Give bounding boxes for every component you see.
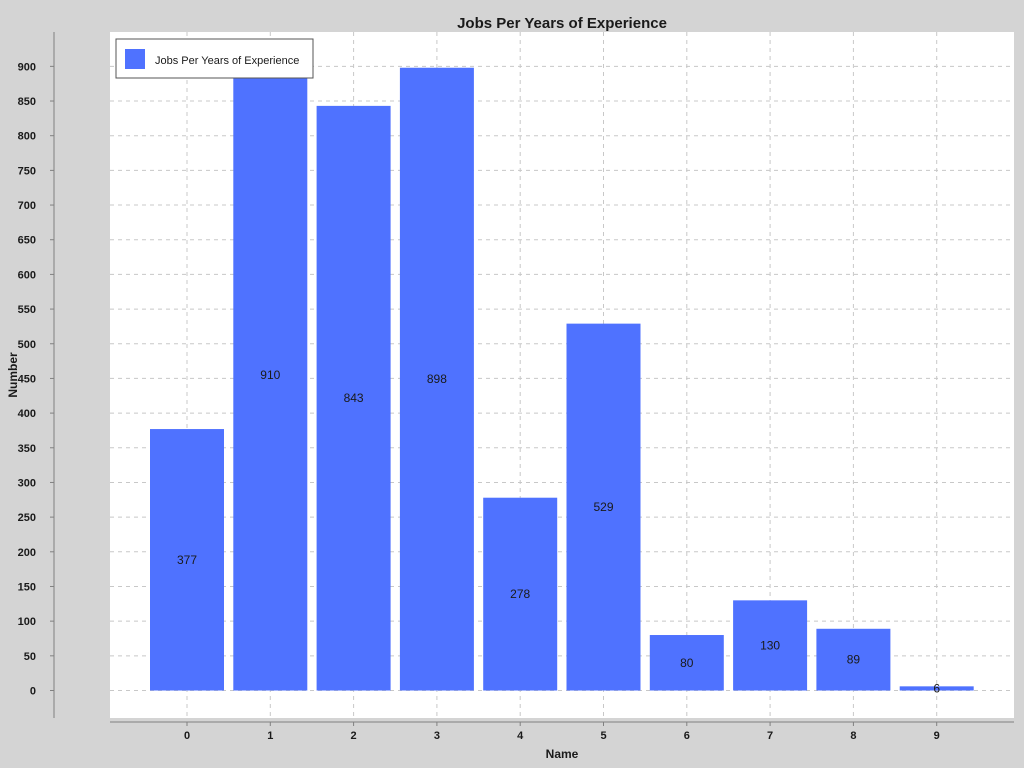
bar (233, 59, 308, 691)
x-axis-label: Name (546, 747, 579, 761)
x-tick-label: 8 (850, 730, 856, 742)
y-axis-ticks: 0 50 100 150 200 250 300 350 400 450 500 550 600 650 7… (18, 61, 54, 698)
bar (399, 67, 474, 691)
y-axis-label: Number (6, 352, 20, 398)
y-tick-label: 150 (18, 581, 36, 593)
y-tick-label: 700 (18, 200, 36, 212)
y-tick-label: 50 (24, 651, 36, 663)
y-tick-label: 400 (18, 408, 36, 420)
bar (649, 635, 724, 691)
legend-swatch (125, 49, 145, 69)
y-tick-label: 300 (18, 477, 36, 489)
y-tick-label: 200 (18, 547, 36, 559)
y-tick-label: 350 (18, 443, 36, 455)
bars (150, 59, 974, 691)
y-tick-label: 250 (18, 512, 36, 524)
x-axis-ticks: 0 1 2 3 4 5 6 7 8 9 (184, 722, 940, 742)
bar (816, 628, 891, 691)
legend: Jobs Per Years of Experience (115, 38, 314, 79)
y-tick-label: 650 (18, 235, 36, 247)
y-tick-label: 800 (18, 131, 36, 143)
y-tick-label: 0 (30, 686, 36, 698)
bar (483, 497, 558, 691)
x-tick-label: 9 (934, 730, 940, 742)
x-tick-label: 1 (267, 730, 273, 742)
data-label: 529 (593, 500, 613, 514)
x-tick-label: 2 (351, 730, 357, 742)
data-label: 843 (344, 391, 364, 405)
legend-label: Jobs Per Years of Experience (155, 55, 299, 67)
y-tick-label: 550 (18, 304, 36, 316)
data-label: 80 (680, 656, 694, 670)
y-tick-label: 750 (18, 165, 36, 177)
data-label: 130 (760, 638, 780, 652)
data-label: 898 (427, 372, 447, 386)
x-tick-label: 5 (600, 730, 606, 742)
x-tick-label: 6 (684, 730, 690, 742)
y-tick-label: 900 (18, 61, 36, 73)
data-label: 377 (177, 553, 197, 567)
bar (733, 600, 808, 691)
y-tick-label: 100 (18, 616, 36, 628)
y-tick-label: 500 (18, 339, 36, 351)
y-tick-label: 450 (18, 373, 36, 385)
bar (150, 429, 224, 691)
x-tick-label: 7 (767, 730, 773, 742)
data-labels: 377 910 843 898 278 529 80 130 89 6 (177, 368, 940, 695)
y-tick-label: 600 (18, 269, 36, 281)
data-label: 278 (510, 587, 530, 601)
bar (899, 686, 974, 691)
y-tick-label: 850 (18, 96, 36, 108)
chart-title: Jobs Per Years of Experience (457, 15, 667, 32)
x-tick-label: 0 (184, 730, 190, 742)
bar (566, 323, 641, 691)
x-tick-label: 3 (434, 730, 440, 742)
data-label: 89 (847, 653, 861, 667)
legend-box (115, 38, 314, 79)
data-label: 6 (933, 681, 940, 695)
data-label: 910 (260, 368, 280, 382)
bar (316, 105, 391, 691)
x-tick-label: 4 (517, 730, 524, 742)
